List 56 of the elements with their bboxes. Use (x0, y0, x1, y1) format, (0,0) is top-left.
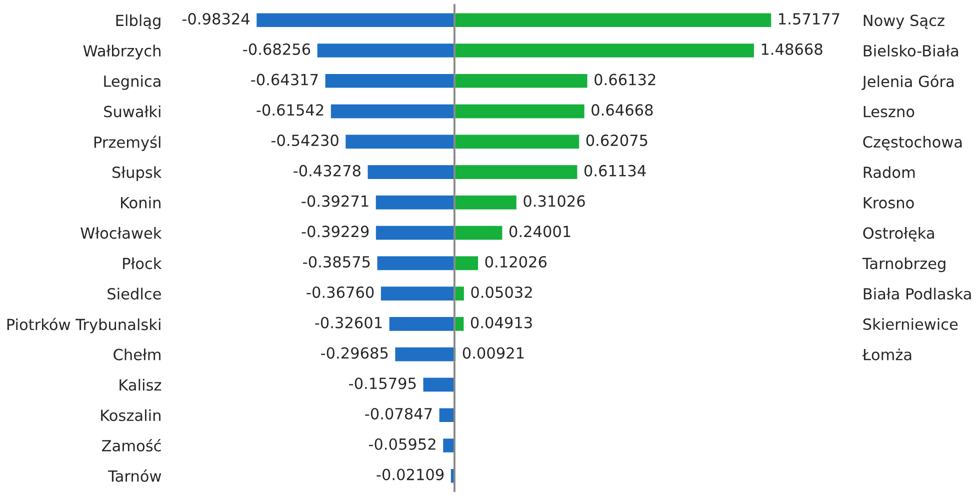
y-tick-label: Wałbrzych (83, 44, 160, 60)
data-label: -0.43278 (294, 164, 360, 176)
data-label: 0.04913 (470, 316, 532, 328)
y-tick-label: Bielsko-Biała (864, 44, 958, 57)
data-label: -0.29685 (321, 347, 388, 359)
y-tick-label: Tarnobrzeg (862, 257, 946, 272)
data-label: 0.31026 (524, 195, 585, 207)
y-tick-label: Piotrków Trybunalski (7, 318, 160, 334)
data-label: -0.39271 (302, 195, 368, 207)
y-tick-label: Nowy Sącz (864, 14, 944, 30)
y-tick-label: Koszalin (101, 409, 160, 422)
data-label: -0.98324 (182, 13, 250, 25)
y-tick-label: Suwałki (104, 105, 160, 118)
y-tick-label: Elbląg (116, 14, 160, 30)
data-label: -0.61542 (256, 104, 324, 116)
data-label: -0.68256 (243, 43, 310, 55)
y-tick-label: Biała Podlaska (864, 288, 971, 300)
y-tick-label: Włocławek (80, 227, 162, 239)
y-tick-label: Zamość (102, 439, 161, 452)
y-tick-label: Legnica (104, 75, 160, 90)
data-label: -0.64317 (251, 74, 318, 86)
data-label: 0.62075 (586, 134, 648, 146)
data-label: 1.57177 (779, 13, 840, 25)
y-tick-label: Tarnów (108, 469, 162, 482)
data-label: 0.66132 (594, 74, 656, 86)
y-tick-label: Jelenia Góra (862, 74, 954, 90)
data-label: -0.39229 (302, 226, 369, 238)
y-tick-label: Chełm (114, 348, 160, 360)
data-label: 0.00921 (462, 347, 524, 359)
y-tick-label: Radom (864, 166, 915, 178)
data-label: -0.15795 (349, 378, 416, 390)
y-tick-label: Leszno (864, 106, 914, 118)
y-tick-label: Siedlce (108, 288, 161, 300)
data-label: -0.02109 (376, 468, 444, 480)
data-label: -0.36760 (306, 286, 374, 298)
data-label: -0.32601 (315, 316, 382, 328)
y-tick-label: Ostrołęka (863, 227, 934, 242)
data-label: -0.05952 (368, 438, 436, 450)
y-tick-label: Słupsk (112, 166, 162, 182)
data-label: 0.05032 (471, 286, 532, 298)
data-label: 1.48668 (762, 43, 822, 55)
data-label: -0.38575 (303, 256, 370, 268)
data-label: 0.64668 (592, 104, 653, 116)
y-tick-label: Przemyśl (94, 136, 160, 151)
y-tick-label: Łomża (862, 348, 912, 360)
y-tick-label: Skierniewice (863, 318, 958, 330)
data-label: 0.61134 (584, 164, 646, 176)
y-tick-label: Krosno (864, 197, 914, 208)
y-tick-label: Płock (123, 257, 162, 270)
y-tick-label: Konin (121, 196, 160, 208)
data-label: -0.07847 (365, 408, 432, 420)
y-tick-label: Kalisz (120, 378, 162, 391)
data-label: 0.24001 (509, 226, 570, 238)
data-label: -0.54230 (271, 134, 338, 146)
data-label: 0.12026 (485, 256, 547, 268)
y-tick-label: Częstochowa (863, 136, 962, 150)
